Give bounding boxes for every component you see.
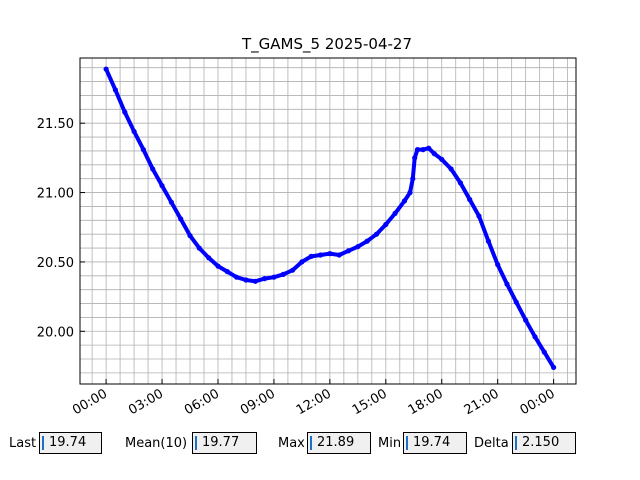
data-point	[373, 231, 380, 237]
x-tick-label: 03:00	[126, 386, 166, 418]
data-point	[178, 216, 184, 222]
data-point	[412, 155, 418, 161]
text-cursor	[310, 436, 312, 450]
data-point	[122, 109, 128, 115]
data-point	[215, 263, 221, 269]
data-point	[299, 259, 305, 265]
data-point	[140, 147, 146, 153]
data-point	[262, 276, 268, 282]
data-point	[467, 196, 473, 203]
data-point	[234, 274, 240, 280]
x-tick-label: 06:00	[182, 386, 222, 418]
min-value: 19.74	[413, 435, 451, 450]
data-point	[383, 221, 389, 228]
data-point	[485, 238, 491, 244]
plot-frame	[79, 57, 577, 385]
series-layer	[103, 66, 557, 370]
data-point	[532, 334, 538, 340]
data-point	[308, 253, 314, 259]
data-point	[252, 278, 258, 284]
data-point	[206, 255, 212, 261]
data-point	[271, 274, 277, 280]
last-value: 19.74	[49, 435, 87, 450]
text-cursor	[42, 436, 44, 450]
data-point	[280, 271, 286, 277]
mean-value-field[interactable]: 19.77	[192, 432, 257, 454]
max-value: 21.89	[317, 435, 355, 450]
data-point	[410, 176, 416, 182]
min-value-field[interactable]: 19.74	[403, 432, 467, 454]
data-point	[495, 262, 501, 268]
x-tick-label: 12:00	[294, 386, 334, 418]
data-point	[541, 349, 547, 355]
data-point	[112, 87, 118, 93]
data-point	[504, 281, 510, 287]
data-point	[131, 128, 137, 135]
data-point	[448, 166, 454, 172]
delta-label: Delta	[474, 436, 509, 451]
x-tick-label: 00:00	[518, 386, 558, 418]
data-point	[407, 190, 413, 196]
data-point	[414, 147, 421, 153]
data-point	[187, 233, 193, 239]
text-cursor	[195, 436, 197, 450]
y-tick-label: 20.00	[37, 325, 74, 340]
min-label: Min	[378, 436, 402, 451]
delta-value: 2.150	[522, 435, 560, 450]
text-cursor	[515, 436, 517, 450]
data-point	[551, 364, 557, 370]
data-point	[243, 277, 249, 283]
data-point	[364, 238, 370, 244]
data-point	[103, 66, 109, 72]
data-point	[355, 244, 361, 250]
data-point	[439, 156, 445, 162]
last-label: Last	[9, 436, 37, 451]
x-tick-label: 15:00	[350, 386, 390, 418]
last-value-field[interactable]: 19.74	[39, 432, 102, 454]
y-tick-label: 21.50	[37, 117, 74, 132]
data-point	[345, 248, 352, 254]
data-point	[159, 183, 165, 189]
data-point	[392, 210, 398, 216]
data-point	[401, 198, 408, 204]
data-point	[420, 147, 426, 153]
data-point	[336, 252, 342, 258]
chart-title: T_GAMS_5 2025-04-27	[241, 35, 412, 54]
mean-value: 19.77	[202, 435, 240, 450]
data-point	[513, 299, 519, 305]
data-point	[290, 267, 296, 273]
max-value-field[interactable]: 21.89	[307, 432, 371, 454]
data-point	[457, 180, 463, 186]
stats-bar: Last 19.74 Mean(10) 19.77 Max 21.89 Min …	[0, 432, 640, 456]
x-tick-label: 00:00	[70, 386, 110, 418]
data-point	[523, 317, 529, 323]
x-tick-label: 09:00	[238, 386, 278, 418]
max-label: Max	[278, 436, 305, 451]
data-point	[150, 166, 156, 172]
y-tick-label: 20.50	[37, 256, 74, 271]
x-tick-label: 18:00	[406, 386, 446, 418]
mean-label: Mean(10)	[125, 436, 188, 451]
delta-value-field[interactable]: 2.150	[512, 432, 576, 454]
data-point	[426, 145, 432, 151]
data-point	[431, 151, 437, 157]
data-point	[317, 252, 324, 258]
data-point	[327, 251, 333, 257]
data-point	[168, 199, 174, 205]
y-tick-label: 21.00	[37, 187, 74, 202]
data-point	[196, 245, 202, 251]
x-tick-label: 21:00	[462, 386, 502, 418]
data-point	[224, 269, 230, 275]
data-point	[476, 213, 482, 219]
line-chart: T_GAMS_5 2025-04-27 00:00 03:00 06:00 09:00…	[37, 35, 577, 418]
grid	[80, 58, 576, 384]
text-cursor	[406, 436, 408, 450]
